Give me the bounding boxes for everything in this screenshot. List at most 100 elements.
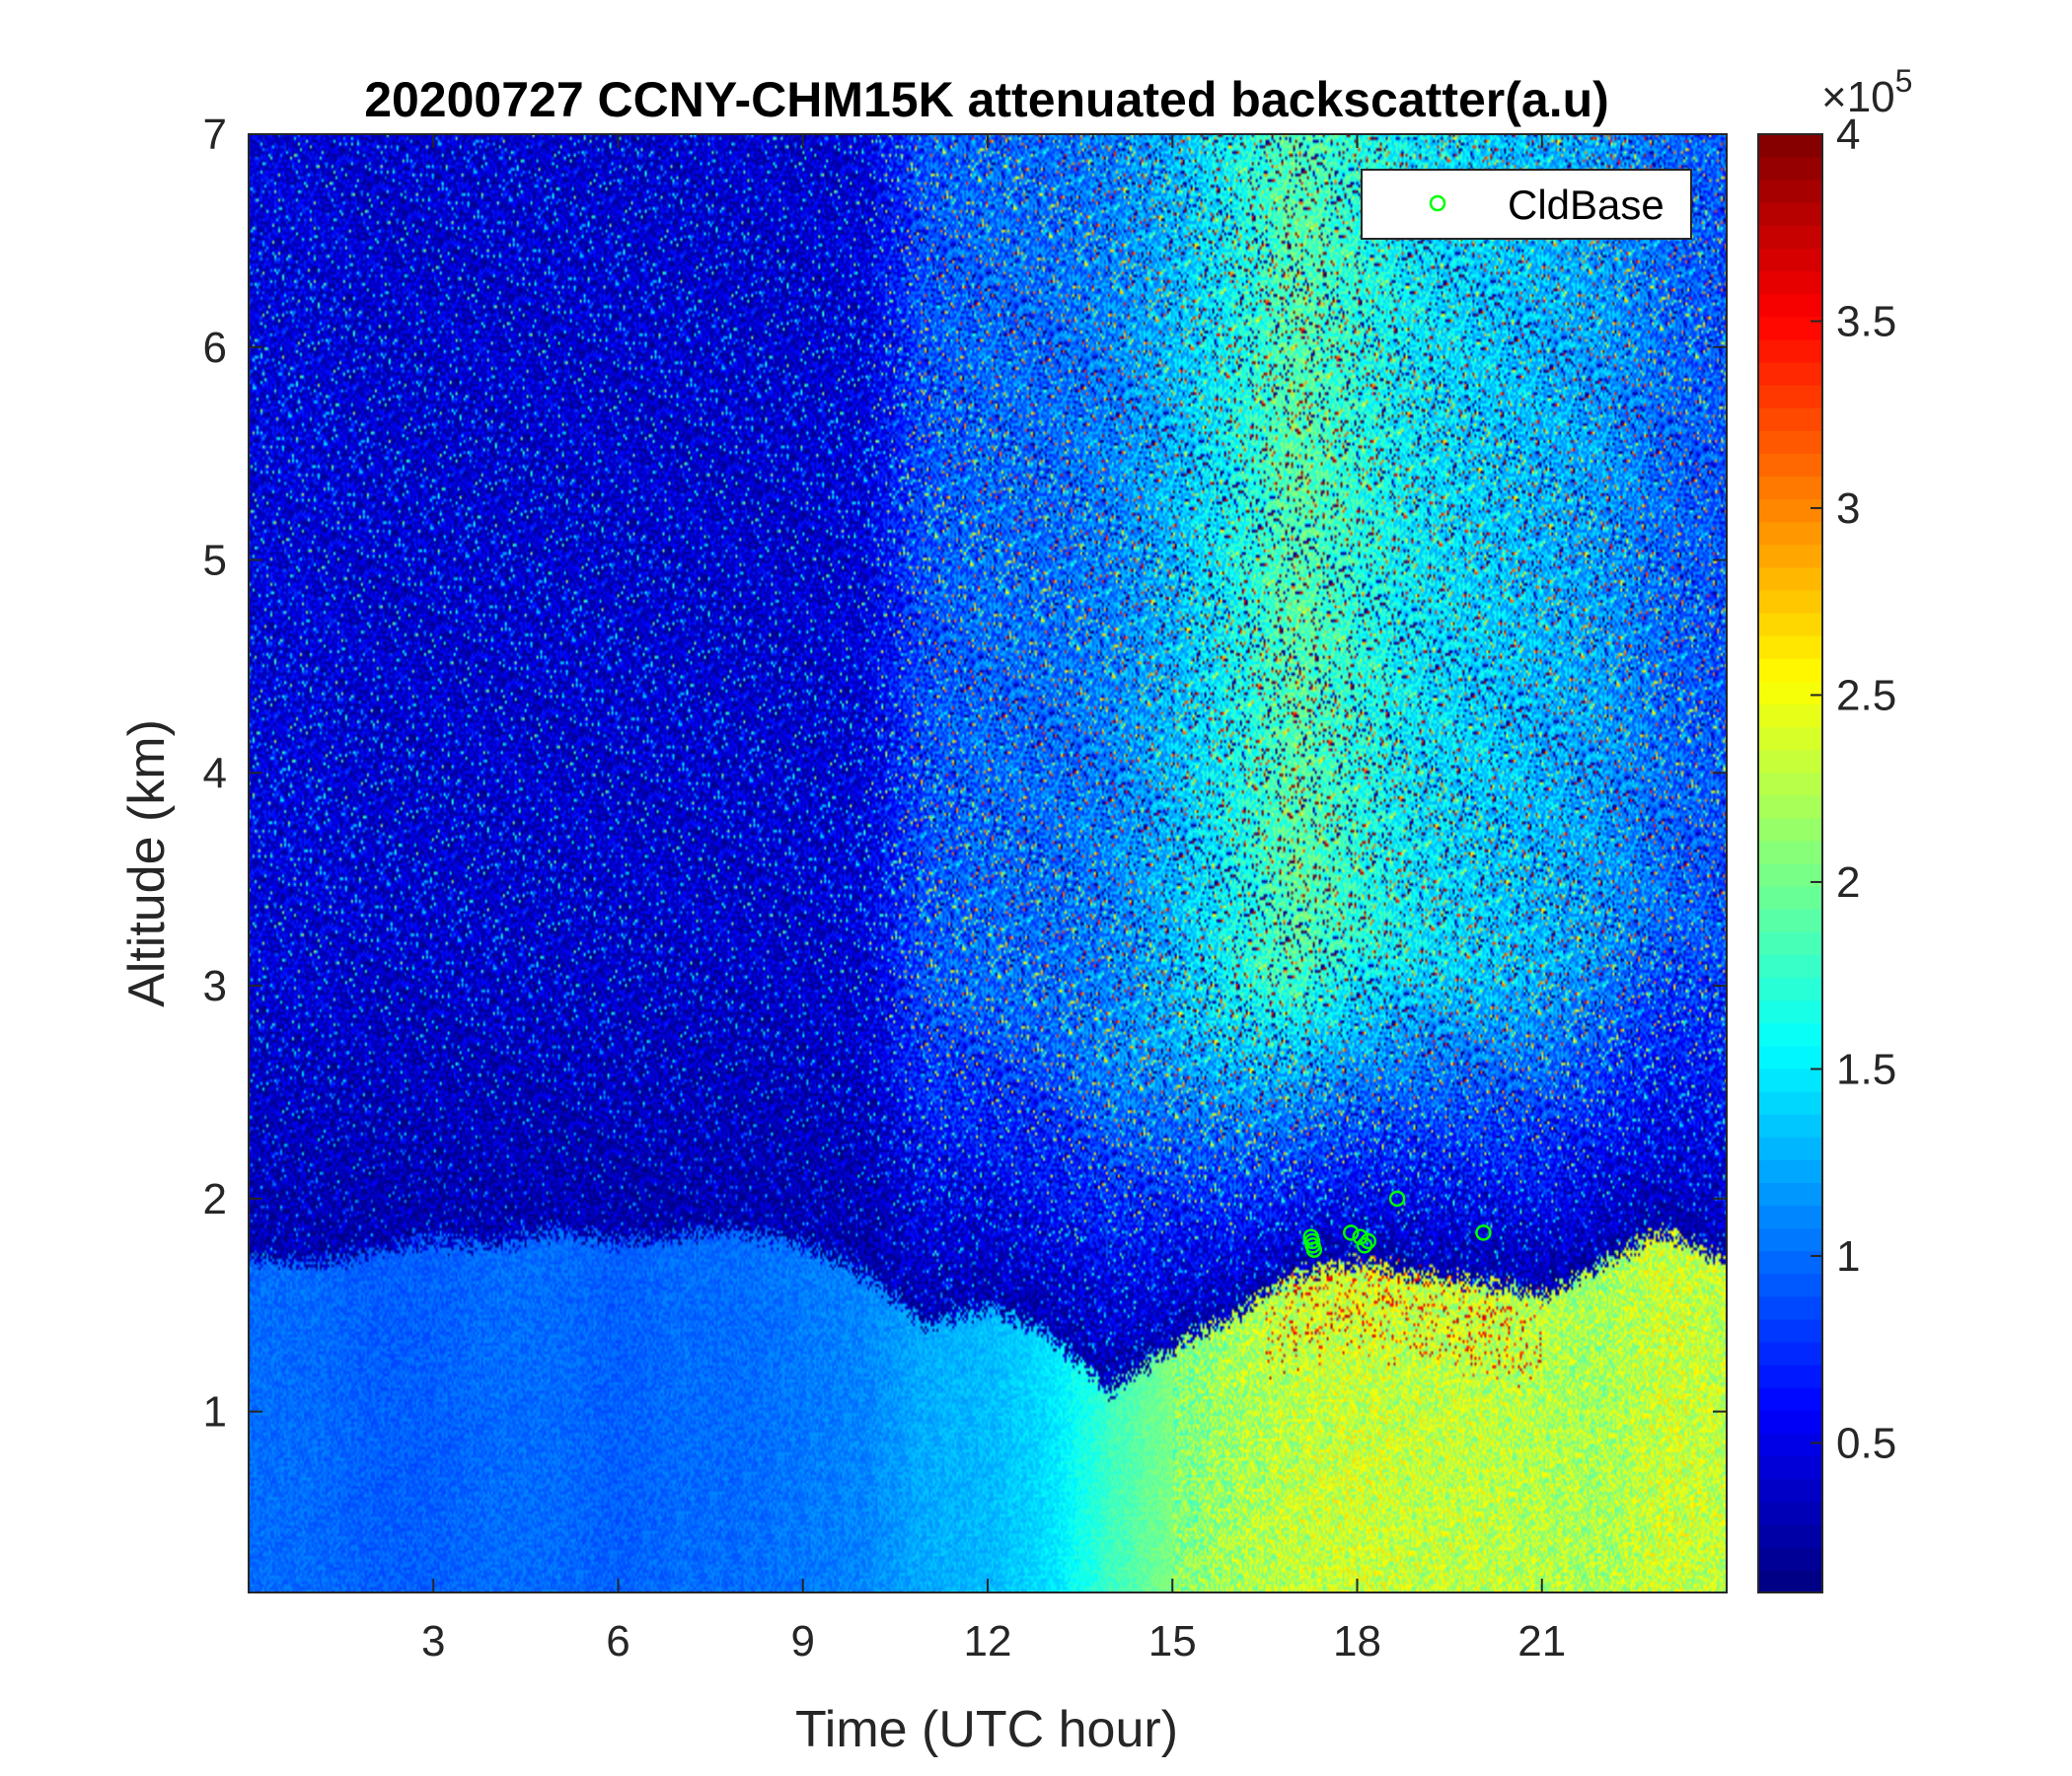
colorbar-step xyxy=(1758,1546,1822,1571)
colorbar-tick-label: 1 xyxy=(1836,1232,1860,1281)
colorbar-step xyxy=(1758,1387,1822,1411)
colorbar-step xyxy=(1758,863,1822,887)
y-tick-label: 2 xyxy=(203,1175,227,1223)
colorbar-step xyxy=(1758,338,1822,363)
colorbar-step xyxy=(1758,703,1822,728)
colorbar-multiplier: ×105 xyxy=(1821,63,1912,121)
colorbar-step xyxy=(1758,202,1822,226)
y-tick-label: 4 xyxy=(203,749,227,797)
colorbar-step xyxy=(1758,453,1822,478)
colorbar-step xyxy=(1758,270,1822,295)
colorbar-step xyxy=(1758,407,1822,431)
colorbar-step xyxy=(1758,726,1822,751)
x-axis-label: Time (UTC hour) xyxy=(795,1701,1178,1758)
colorbar-step xyxy=(1758,1227,1822,1252)
colorbar-step xyxy=(1758,385,1822,408)
colorbar-step xyxy=(1758,1433,1822,1457)
colorbar-step xyxy=(1758,1182,1822,1207)
colorbar-step xyxy=(1758,1455,1822,1480)
colorbar-tick-label: 4 xyxy=(1836,111,1860,159)
y-axis-ticks: 1 2 3 4 5 6 7 xyxy=(203,111,1727,1437)
colorbar-step xyxy=(1758,521,1822,546)
colorbar-step xyxy=(1758,1295,1822,1320)
backscatter-heatmap xyxy=(249,134,1727,1592)
colorbar-step xyxy=(1758,157,1822,181)
colorbar-step xyxy=(1758,1137,1822,1160)
x-axis-ticks: 3 6 9 12 15 18 21 xyxy=(421,134,1566,1665)
colorbar-step xyxy=(1758,293,1822,318)
colorbar-step xyxy=(1758,1205,1822,1229)
cldbase-point xyxy=(1352,1228,1369,1245)
colorbar-step xyxy=(1758,658,1822,682)
cldbase-point xyxy=(1360,1232,1376,1250)
colorbar-step xyxy=(1758,886,1822,910)
x-tick-label: 18 xyxy=(1333,1617,1381,1665)
colorbar-step xyxy=(1758,476,1822,500)
colorbar-step xyxy=(1758,794,1822,819)
cldbase-point xyxy=(1343,1224,1360,1241)
colorbar-step xyxy=(1758,749,1822,774)
cldbase-point xyxy=(1475,1224,1492,1241)
legend: CldBase xyxy=(1361,169,1692,240)
colorbar-tick-label: 0.5 xyxy=(1836,1419,1896,1467)
y-axis-label: Altitude (km) xyxy=(118,719,176,1007)
colorbar-step xyxy=(1758,1068,1822,1092)
colorbar-ticks: 0.5 1 1.5 2 2.5 3 3.5 4 xyxy=(1811,111,1896,1467)
colorbar-step xyxy=(1758,1410,1822,1434)
colorbar-step xyxy=(1758,635,1822,659)
x-tick-label: 3 xyxy=(421,1617,445,1665)
colorbar-step xyxy=(1758,430,1822,454)
colorbar-step xyxy=(1758,1318,1822,1343)
x-tick-label: 9 xyxy=(791,1617,815,1665)
y-tick-label: 3 xyxy=(203,962,227,1010)
colorbar-tick-label: 2 xyxy=(1836,858,1860,907)
y-tick-label: 1 xyxy=(203,1388,227,1437)
legend-box xyxy=(1361,169,1692,240)
colorbar-frame xyxy=(1757,133,1823,1593)
cldbase-point xyxy=(1388,1190,1406,1208)
colorbar-step xyxy=(1758,909,1822,932)
colorbar-step xyxy=(1758,1478,1822,1503)
colorbar-step xyxy=(1758,1159,1822,1183)
x-tick-label: 12 xyxy=(964,1617,1012,1665)
colorbar-step xyxy=(1758,498,1822,523)
colorbar-step xyxy=(1758,361,1822,386)
colorbar-step xyxy=(1758,681,1822,704)
colorbar-step xyxy=(1758,1365,1822,1388)
colorbar-step xyxy=(1758,1273,1822,1297)
colorbar-step xyxy=(1758,931,1822,955)
colorbar-tick-label: 3.5 xyxy=(1836,297,1896,345)
colorbar: 0.5 1 1.5 2 2.5 3 3.5 4 ×105 xyxy=(1757,63,1912,1593)
colorbar-step xyxy=(1758,954,1822,979)
colorbar-step xyxy=(1758,977,1822,1001)
chart-title: 20200727 CCNY-CHM15K attenuated backscat… xyxy=(364,72,1609,127)
colorbar-step xyxy=(1758,248,1822,272)
colorbar-step xyxy=(1758,566,1822,591)
colorbar-step xyxy=(1758,544,1822,568)
colorbar-step xyxy=(1758,316,1822,340)
colorbar-step xyxy=(1758,1523,1822,1548)
y-tick-label: 5 xyxy=(203,537,227,585)
colorbar-step xyxy=(1758,1045,1822,1070)
cldbase-series xyxy=(1302,1190,1492,1258)
colorbar-step xyxy=(1758,840,1822,864)
colorbar-step xyxy=(1758,817,1822,842)
colorbar-step xyxy=(1758,180,1822,203)
legend-label: CldBase xyxy=(1508,182,1665,228)
colorbar-step xyxy=(1758,1090,1822,1115)
cldbase-point xyxy=(1356,1237,1373,1254)
y-tick-label: 7 xyxy=(203,111,227,159)
colorbar-step xyxy=(1758,1501,1822,1525)
colorbar-step xyxy=(1758,589,1822,614)
y-tick-label: 6 xyxy=(203,324,227,372)
colorbar-step xyxy=(1758,225,1822,250)
colorbar-step xyxy=(1758,1250,1822,1275)
x-tick-label: 15 xyxy=(1148,1617,1197,1665)
colorbar-step xyxy=(1758,999,1822,1024)
colorbar-gradient xyxy=(1758,134,1822,1593)
colorbar-tick-label: 1.5 xyxy=(1836,1045,1896,1093)
colorbar-step xyxy=(1758,1341,1822,1366)
colorbar-step xyxy=(1758,612,1822,636)
colorbar-step xyxy=(1758,134,1822,158)
